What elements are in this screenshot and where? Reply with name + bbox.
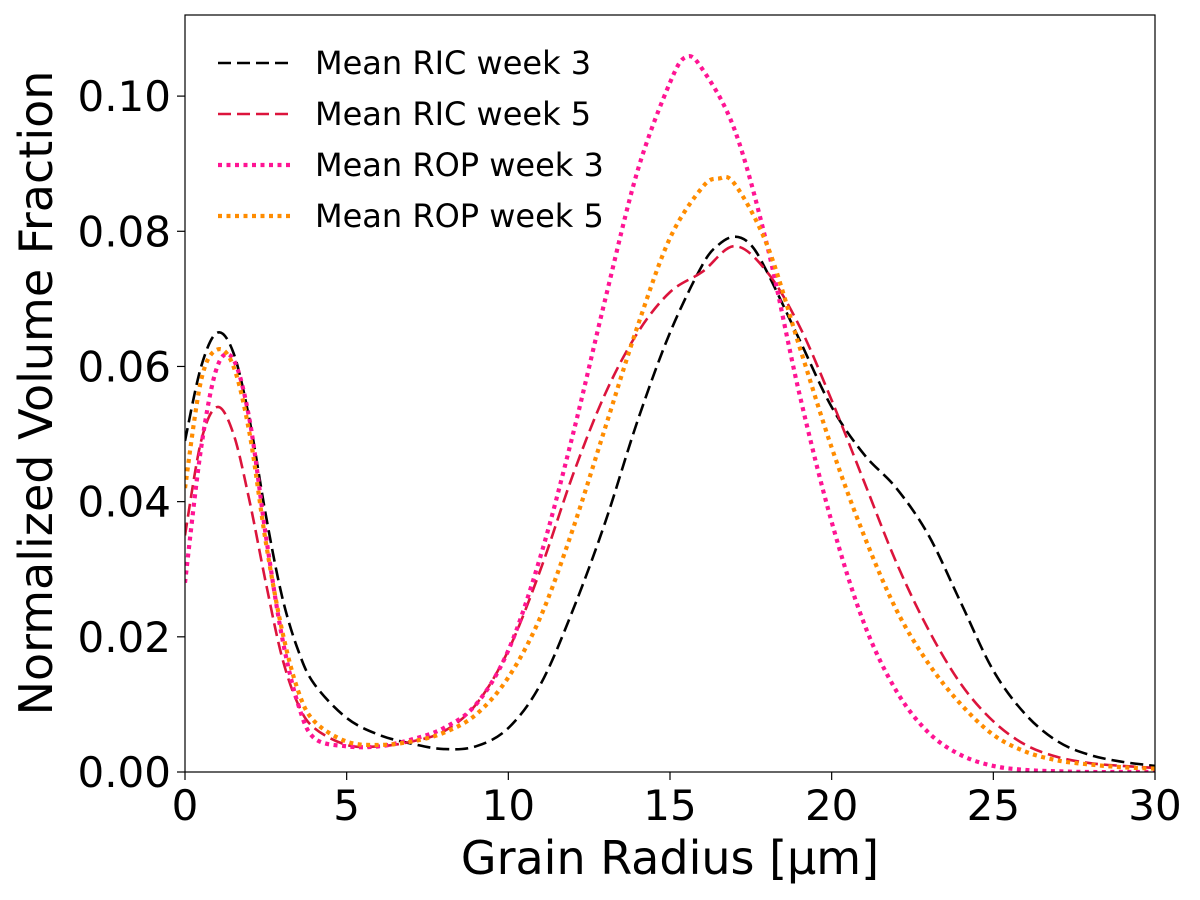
y-axis-label: Normalized Volume Fraction	[9, 71, 63, 716]
x-tick-label: 20	[805, 781, 858, 830]
legend-label-4: Mean ROP week 5	[315, 197, 604, 235]
y-tick-label: 0.02	[77, 613, 171, 662]
y-tick-label: 0.10	[77, 72, 171, 121]
legend-label-2: Mean RIC week 5	[315, 95, 591, 133]
y-tick-label: 0.00	[77, 748, 171, 797]
y-tick-label: 0.08	[77, 207, 171, 256]
series-line-2	[185, 244, 1155, 770]
x-tick-label: 15	[643, 781, 696, 830]
y-tick-label: 0.04	[77, 478, 171, 527]
series-line-1	[185, 235, 1155, 768]
x-axis: 0 5 10 15 20 25 30	[172, 772, 1182, 830]
series-line-3	[185, 54, 1155, 772]
x-tick-label: 10	[482, 781, 535, 830]
series-layer	[185, 54, 1155, 772]
y-tick-label: 0.06	[77, 342, 171, 391]
x-tick-label: 5	[333, 781, 360, 830]
x-tick-label: 25	[967, 781, 1020, 830]
x-tick-label: 30	[1128, 781, 1181, 830]
legend: Mean RIC week 3 Mean RIC week 5 Mean ROP w…	[218, 44, 604, 235]
series-line-4	[185, 174, 1155, 771]
legend-label-3: Mean ROP week 3	[315, 146, 604, 184]
y-axis: 0.00 0.02 0.04 0.06 0.08 0.10	[77, 72, 185, 797]
x-tick-label: 0	[172, 781, 199, 830]
x-axis-label: Grain Radius [μm]	[461, 831, 879, 885]
legend-label-1: Mean RIC week 3	[315, 44, 591, 82]
